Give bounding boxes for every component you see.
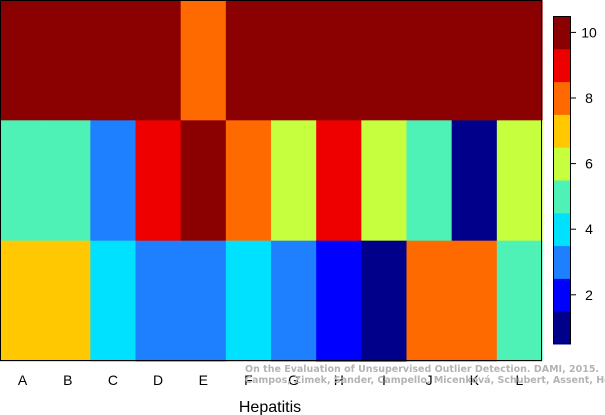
heatmap-cell-I-row3	[361, 240, 408, 362]
x-tick-label-I: I	[382, 372, 386, 388]
colorbar-tick-label-4: 4	[585, 221, 593, 237]
heatmap-cell-K-row1	[451, 0, 498, 121]
heatmap-cell-F-row1	[225, 0, 272, 121]
x-tick-label-D: D	[153, 372, 163, 388]
watermark: On the Evaluation of Unsupervised Outlie…	[245, 364, 605, 386]
x-tick-label-K: K	[470, 372, 480, 388]
heatmap-cell-B-row2	[45, 120, 91, 242]
heatmap-cell-H-row1	[316, 0, 362, 121]
x-tick-label-G: G	[288, 372, 299, 388]
heatmap-cell-A-row2	[0, 120, 46, 242]
colorbar-swatch-3	[553, 245, 571, 279]
x-tick-label-H: H	[334, 372, 344, 388]
colorbar-swatch-5	[553, 180, 571, 214]
x-tick-label-B: B	[63, 372, 72, 388]
heatmap-cell-G-row3	[271, 240, 317, 362]
heatmap-cell-D-row1	[135, 0, 182, 121]
heatmap-cell-J-row2	[406, 120, 453, 242]
heatmap-cell-A-row3	[0, 240, 46, 362]
colorbar-swatch-7	[553, 114, 571, 148]
heatmap-cell-C-row3	[90, 240, 137, 362]
colorbar-swatch-1	[553, 311, 571, 345]
heatmap-cell-H-row2	[316, 120, 362, 242]
heatmap-cell-G-row1	[271, 0, 317, 121]
heatmap-cell-I-row1	[361, 0, 408, 121]
colorbar-swatch-8	[553, 81, 571, 115]
colorbar-swatch-9	[553, 48, 571, 83]
heatmap-cell-E-row3	[180, 240, 227, 362]
colorbar: 2 4 6 8 10	[553, 16, 597, 345]
heatmap-cell-C-row1	[90, 0, 137, 121]
x-tick-label-E: E	[199, 372, 208, 388]
heatmap-cell-L-row1	[496, 0, 543, 121]
heatmap-cell-D-row3	[135, 240, 182, 362]
colorbar-swatch-2	[553, 278, 571, 312]
colorbar-tick-label-10: 10	[581, 24, 597, 40]
watermark-line-1: On the Evaluation of Unsupervised Outlie…	[245, 364, 599, 375]
heatmap-cell-B-row3	[45, 240, 91, 362]
colorbar-tick-label-8: 8	[585, 90, 593, 106]
x-tick-label-C: C	[108, 372, 118, 388]
heatmap-cells	[0, 0, 543, 362]
watermark-line-2: Campos, Zimek, Sander, Campello, Micenko…	[245, 375, 605, 386]
heatmap-cell-K-row2	[451, 120, 498, 242]
heatmap-cell-E-row1	[180, 0, 227, 121]
heatmap-cell-H-row3	[316, 240, 362, 362]
heatmap-cell-C-row2	[90, 120, 137, 242]
heatmap-cell-F-row2	[225, 120, 272, 242]
heatmap-cell-A-row1	[0, 0, 46, 121]
heatmap-cell-B-row1	[45, 0, 91, 121]
heatmap-cell-I-row2	[361, 120, 408, 242]
x-axis-label: Hepatitis	[239, 399, 301, 415]
heatmap-cell-F-row3	[225, 240, 272, 362]
colorbar-swatch-6	[553, 147, 571, 181]
plot-frame	[0, 0, 542, 361]
colorbar-frame	[553, 16, 571, 344]
heatmap-cell-L-row3	[496, 240, 543, 362]
heatmap-cell-E-row2	[180, 120, 227, 242]
heatmap-cell-K-row3	[451, 240, 498, 362]
heatmap-cell-J-row3	[406, 240, 453, 362]
x-tick-label-L: L	[516, 372, 524, 388]
colorbar-swatch-4	[553, 212, 571, 247]
x-tick-label-A: A	[18, 372, 28, 388]
x-tick-labels: A B C D E F G H I J K L	[18, 372, 524, 388]
heatmap-cell-D-row2	[135, 120, 182, 242]
colorbar-tick-label-6: 6	[585, 156, 593, 172]
x-tick-label-F: F	[244, 372, 253, 388]
heatmap-cell-J-row1	[406, 0, 453, 121]
colorbar-tick-label-2: 2	[585, 287, 593, 303]
heatmap-cell-G-row2	[271, 120, 317, 242]
x-tick-label-J: J	[426, 372, 433, 388]
colorbar-swatch-10	[553, 16, 571, 50]
heatmap-cell-L-row2	[496, 120, 543, 242]
